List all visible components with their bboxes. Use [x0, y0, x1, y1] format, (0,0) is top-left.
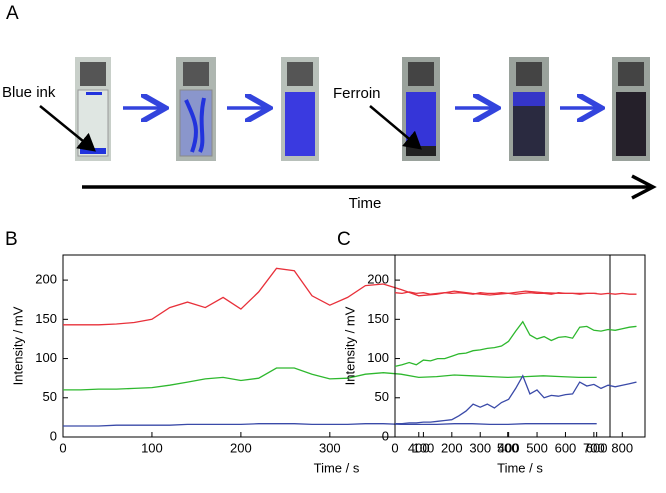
y-tick-label: 0 [382, 428, 389, 443]
x-tick-label: 100 [141, 440, 163, 455]
x-axis-label: Time / s [497, 460, 543, 475]
data-line [394, 320, 637, 368]
x-tick-label: 400 [408, 440, 430, 455]
annotation: Blue ink [2, 84, 56, 101]
x-tick-label: 400 [498, 440, 520, 455]
pointer-arrows [39, 105, 422, 152]
x-tick-label: 600 [555, 440, 577, 455]
plot-frame [62, 254, 611, 438]
photo [612, 57, 650, 161]
x-tick-label: 500 [526, 440, 548, 455]
panel-label: B [5, 229, 18, 250]
y-tick-label: 200 [367, 272, 389, 287]
x-tick-label: 700 [583, 440, 605, 455]
y-tick-label: 0 [50, 428, 57, 443]
photo [402, 57, 440, 161]
y-tick-label: 200 [35, 272, 57, 287]
data-line [63, 267, 597, 326]
plot-frame [394, 254, 646, 438]
data-line [394, 291, 637, 295]
x-tick-label: 0 [59, 440, 66, 455]
x-tick-label: 300 [469, 440, 491, 455]
annotation: Ferroin [333, 85, 381, 102]
y-tick-label: 50 [43, 389, 57, 404]
y-tick-label: 50 [375, 389, 389, 404]
data-line [395, 374, 637, 425]
y-axis-label: Intensity / mV [342, 306, 357, 385]
photo [176, 57, 216, 161]
time-label: Time [349, 195, 382, 212]
y-axis-label: Intensity / mV [10, 306, 25, 385]
time-arrow-head [631, 174, 657, 200]
panel-label: A [6, 3, 19, 24]
x-tick-label: 600 [586, 440, 608, 455]
data-line [63, 423, 597, 427]
photo [75, 57, 111, 161]
y-tick-label: 150 [367, 311, 389, 326]
x-tick-label: 500 [497, 440, 519, 455]
photo [509, 57, 549, 161]
photos [75, 57, 650, 161]
photo [281, 57, 319, 161]
data-line [63, 367, 597, 391]
panel-label: C [337, 229, 351, 250]
x-tick-label: 300 [319, 440, 341, 455]
x-tick-label: 200 [230, 440, 252, 455]
y-tick-label: 100 [35, 350, 57, 365]
y-tick-label: 100 [367, 350, 389, 365]
x-tick-label: 100 [413, 440, 435, 455]
x-tick-label: 800 [611, 440, 633, 455]
x-tick-label: 200 [441, 440, 463, 455]
y-tick-label: 150 [35, 311, 57, 326]
x-tick-label: 0 [391, 440, 398, 455]
x-axis-label: Time / s [314, 460, 360, 475]
